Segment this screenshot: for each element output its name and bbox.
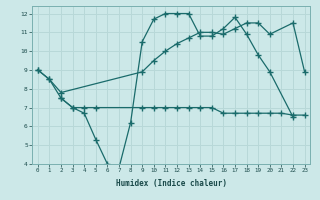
X-axis label: Humidex (Indice chaleur): Humidex (Indice chaleur) xyxy=(116,179,227,188)
